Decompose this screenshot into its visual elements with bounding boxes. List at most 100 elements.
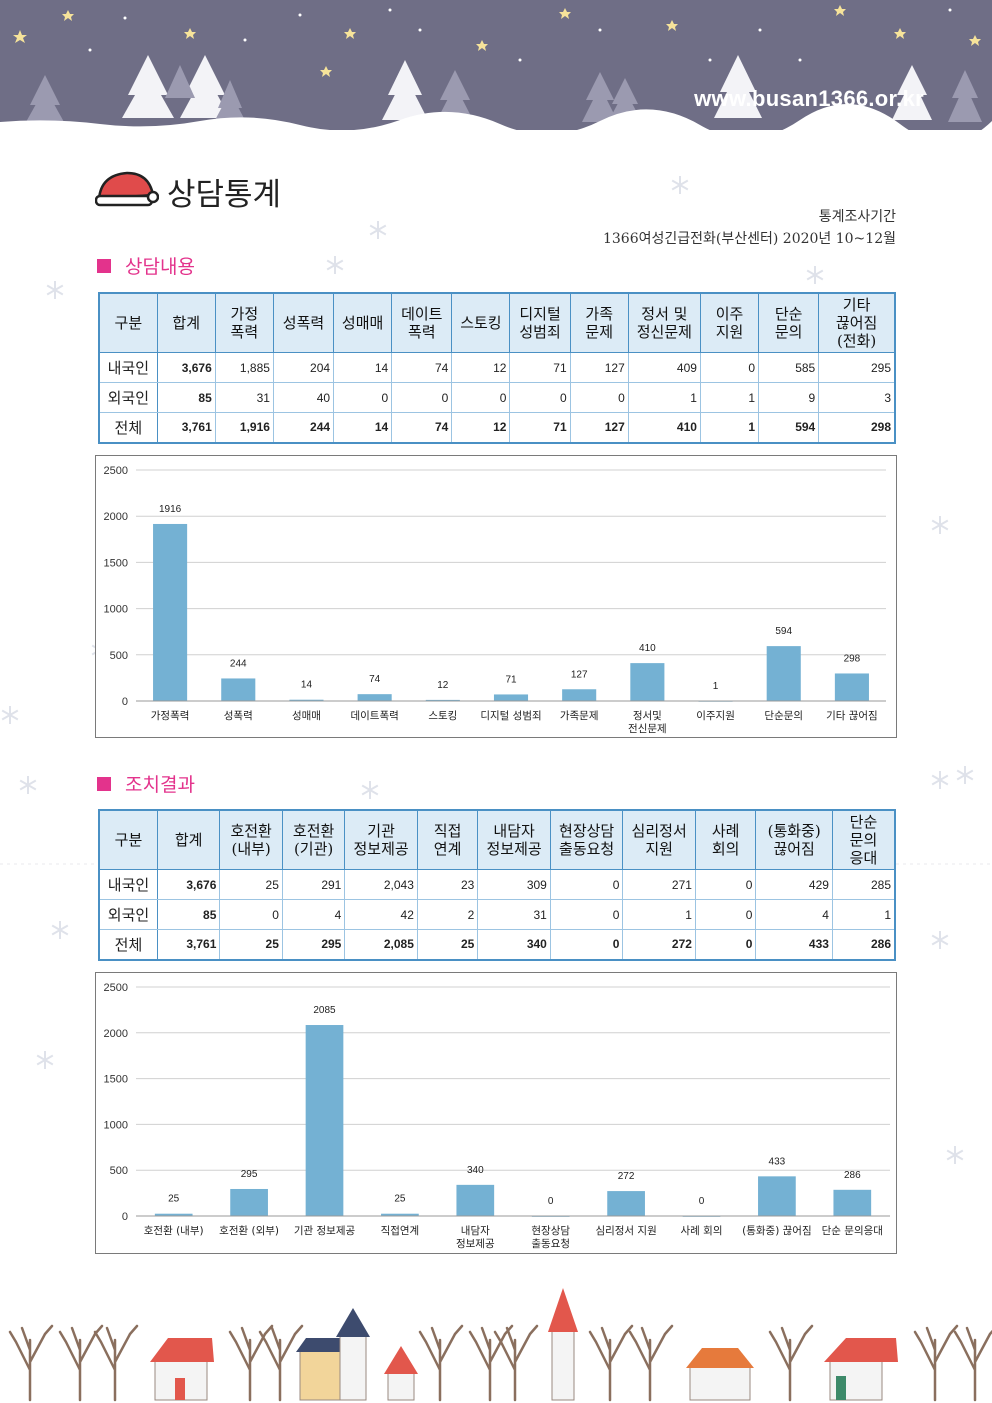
column-header: 구분: [98, 809, 158, 870]
table-cell: 1: [622, 899, 696, 930]
bar: [221, 678, 256, 701]
data-label: 74: [369, 674, 381, 685]
x-tick-label: 스토킹: [428, 710, 457, 722]
table-cell: 3,676: [156, 869, 221, 900]
table-cell: 74: [391, 352, 453, 383]
bar: [493, 694, 529, 701]
table-cell: 585: [758, 352, 820, 383]
table-cell: 74: [391, 412, 453, 443]
table-cell: 1: [699, 382, 760, 413]
column-header: 정서 및 정신문제: [627, 292, 701, 353]
x-tick-label: 가족문제: [560, 710, 599, 722]
data-label: 71: [505, 674, 517, 685]
x-tick-label: 호전환 (내부): [144, 1225, 204, 1237]
table-cell: 272: [622, 929, 696, 960]
table-cell: 3,761: [156, 929, 221, 960]
table-cell: 295: [281, 929, 346, 960]
survey-period: 통계조사기간 1366여성긴급전화(부산센터) 2020년 10~12월: [603, 206, 896, 250]
x-tick-label: 가정폭력: [151, 710, 190, 722]
data-label: 298: [844, 653, 861, 664]
data-label: 272: [618, 1171, 635, 1182]
table-row: 전체 3,761 1,916 244 14 74 12 71 127 410 1 594 298: [98, 412, 896, 443]
column-header: 합계: [156, 809, 221, 870]
y-tick-label: 0: [122, 1211, 128, 1223]
table-cell: 0: [569, 382, 629, 413]
column-header: 직접 연계: [416, 809, 479, 870]
x-tick-label: 데이트폭력: [350, 710, 398, 722]
x-tick-label: 기관 정보제공: [294, 1225, 356, 1237]
table-cell: 309: [477, 869, 551, 900]
table-cell: 4: [755, 899, 833, 930]
x-tick-label: 성매매: [292, 710, 321, 722]
y-tick-label: 0: [122, 696, 128, 708]
header-banner: www.busan1366.or.kr: [0, 0, 992, 130]
x-tick-label: 심리정서 지원: [595, 1225, 656, 1237]
table-cell: 3: [818, 382, 896, 413]
table-cell: 0: [509, 382, 571, 413]
table-cell: 14: [333, 352, 393, 383]
table-cell: 433: [755, 929, 833, 960]
data-label: 1: [713, 681, 719, 692]
bar: [758, 1176, 796, 1216]
table-row: 외국인 85 0 4 42 2 31 0 1 0 4 1: [98, 899, 896, 930]
data-label: 433: [769, 1156, 786, 1167]
table-cell: 40: [272, 382, 335, 413]
table-cell: 2,043: [344, 869, 418, 900]
column-header: 합계: [156, 292, 216, 353]
x-tick-label: (통화중) 끊어짐: [742, 1225, 812, 1237]
table-cell: 14: [333, 412, 393, 443]
data-label: 340: [467, 1165, 484, 1176]
consultation-chart: 0 500 1000 1500 2000 2500 1916 가정폭력 244 성폭력 14 성매매 7…: [95, 455, 897, 738]
data-label: 1916: [159, 504, 182, 515]
bar: [289, 699, 324, 701]
square-bullet-icon: [97, 776, 111, 791]
column-header: 스토킹: [451, 292, 511, 353]
page-title: 상담통계: [167, 177, 282, 213]
data-label: 410: [639, 643, 656, 654]
column-header: 성폭력: [272, 292, 335, 353]
section-title-text: 조치결과: [125, 774, 195, 796]
table-cell: 0: [333, 382, 393, 413]
santa-hat-icon: [95, 171, 159, 207]
table-cell: 244: [272, 412, 335, 443]
table-cell: 340: [477, 929, 551, 960]
bar: [833, 1189, 872, 1216]
action-result-chart: 0 500 1000 1500 2000 2500 25 호전환 (내부) 295 호전환 (외부…: [95, 972, 897, 1254]
table-cell: 285: [831, 869, 896, 900]
y-tick-label: 2000: [104, 511, 128, 523]
section-title-action: 조치결과: [97, 770, 195, 797]
table-cell: 0: [699, 352, 760, 383]
x-tick-label: 정서및 전신문제: [628, 710, 667, 735]
data-label: 25: [394, 1194, 406, 1205]
consultation-bar-chart: 0 500 1000 1500 2000 2500 1916 가정폭력 244 성폭력 14 성매매 7…: [104, 465, 886, 735]
period-label: 통계조사기간: [818, 209, 896, 225]
table-cell: 0: [694, 899, 757, 930]
data-label: 14: [301, 680, 313, 691]
table-cell: 0: [694, 869, 757, 900]
table-cell: 12: [451, 352, 511, 383]
column-header: 기관 정보제공: [344, 809, 418, 870]
table-cell: 25: [219, 869, 283, 900]
table-cell: 25: [416, 929, 479, 960]
page-title-area: 상담통계: [95, 165, 355, 215]
table-cell: 3,761: [156, 412, 216, 443]
x-tick-label: 현장상담 출동요청: [531, 1225, 570, 1250]
column-header: 이주 지원: [699, 292, 760, 353]
table-row: 내국인 3,676 1,885 204 14 74 12 71 127 409 0 585 295: [98, 352, 896, 383]
y-tick-label: 500: [110, 650, 128, 662]
column-header: 단순 문의: [758, 292, 820, 353]
column-header: 데이트 폭력: [391, 292, 453, 353]
table-cell: 31: [477, 899, 551, 930]
bar: [154, 1213, 193, 1216]
bar: [381, 1213, 419, 1216]
y-tick-label: 2500: [104, 982, 128, 994]
y-tick-label: 1500: [104, 557, 128, 569]
website-url[interactable]: www.busan1366.or.kr: [694, 86, 924, 111]
bar: [456, 1184, 495, 1216]
bar: [230, 1188, 268, 1216]
table-cell: 2,085: [344, 929, 418, 960]
table-row: 내국인 3,676 25 291 2,043 23 309 0 271 0 429 285: [98, 869, 896, 900]
bar: [766, 646, 801, 701]
table-cell: 271: [622, 869, 696, 900]
data-label: 295: [241, 1169, 258, 1180]
